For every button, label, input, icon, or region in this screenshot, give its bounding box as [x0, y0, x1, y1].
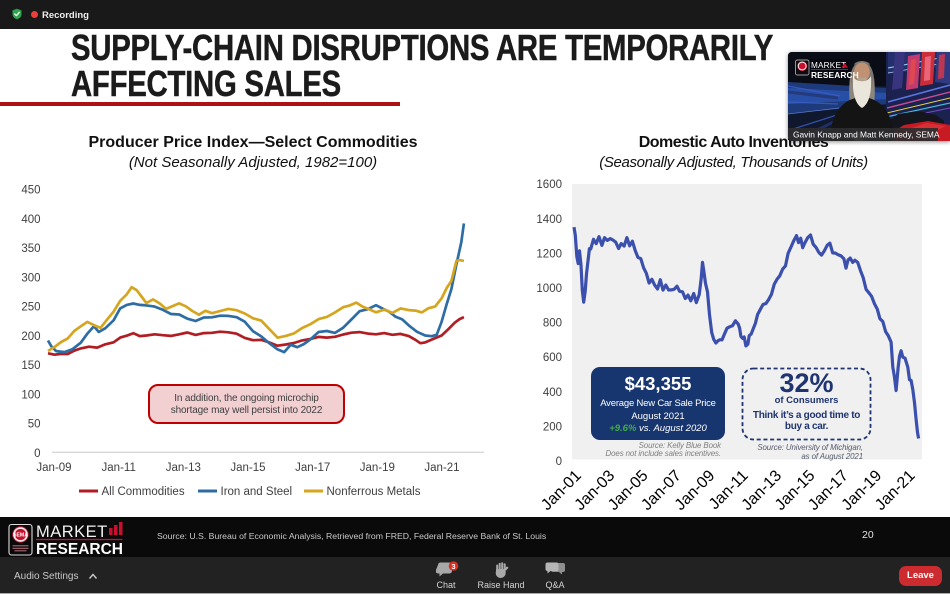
- svg-text:150: 150: [21, 360, 40, 372]
- svg-text:800: 800: [543, 318, 562, 330]
- svg-text:Jan-15: Jan-15: [230, 462, 265, 474]
- svg-text:0: 0: [34, 448, 40, 460]
- svg-text:Nonferrous Metals: Nonferrous Metals: [327, 486, 421, 498]
- svg-text:200: 200: [21, 331, 40, 343]
- svg-text:350: 350: [21, 243, 40, 255]
- svg-text:Jan-19: Jan-19: [360, 462, 395, 474]
- svg-text:50: 50: [28, 419, 41, 431]
- svg-text:Iron and Steel: Iron and Steel: [221, 486, 293, 498]
- svg-text:400: 400: [543, 387, 562, 399]
- svg-text:MARKET: MARKET: [811, 61, 846, 70]
- svg-text:Jan-11: Jan-11: [102, 462, 136, 474]
- svg-text:All Commodities: All Commodities: [102, 486, 185, 498]
- svg-text:250: 250: [21, 302, 40, 314]
- svg-text:1600: 1600: [536, 179, 562, 191]
- svg-text:MARKET: MARKET: [36, 523, 108, 541]
- svg-text:Jan-09: Jan-09: [36, 462, 71, 474]
- svg-text:100: 100: [21, 389, 40, 401]
- svg-text:Jan-13: Jan-13: [166, 462, 201, 474]
- svg-text:0: 0: [556, 456, 562, 468]
- svg-text:1000: 1000: [536, 283, 562, 295]
- svg-text:300: 300: [21, 272, 40, 284]
- svg-text:450: 450: [21, 185, 40, 197]
- svg-text:3: 3: [451, 562, 455, 571]
- svg-text:Jan-17: Jan-17: [295, 462, 330, 474]
- svg-text:RESEARCH: RESEARCH: [36, 541, 123, 557]
- svg-text:200: 200: [543, 421, 562, 433]
- svg-text:1200: 1200: [536, 248, 562, 260]
- svg-text:1400: 1400: [536, 214, 562, 226]
- svg-text:Gavin Knapp and Matt Kennedy,: Gavin Knapp and Matt Kennedy, SEMA: [793, 130, 940, 140]
- svg-text:Jan-21: Jan-21: [424, 462, 459, 474]
- svg-text:600: 600: [543, 352, 562, 364]
- svg-text:400: 400: [21, 214, 40, 226]
- svg-text:SEMA: SEMA: [13, 533, 28, 539]
- svg-text:RESEARCH: RESEARCH: [811, 70, 859, 80]
